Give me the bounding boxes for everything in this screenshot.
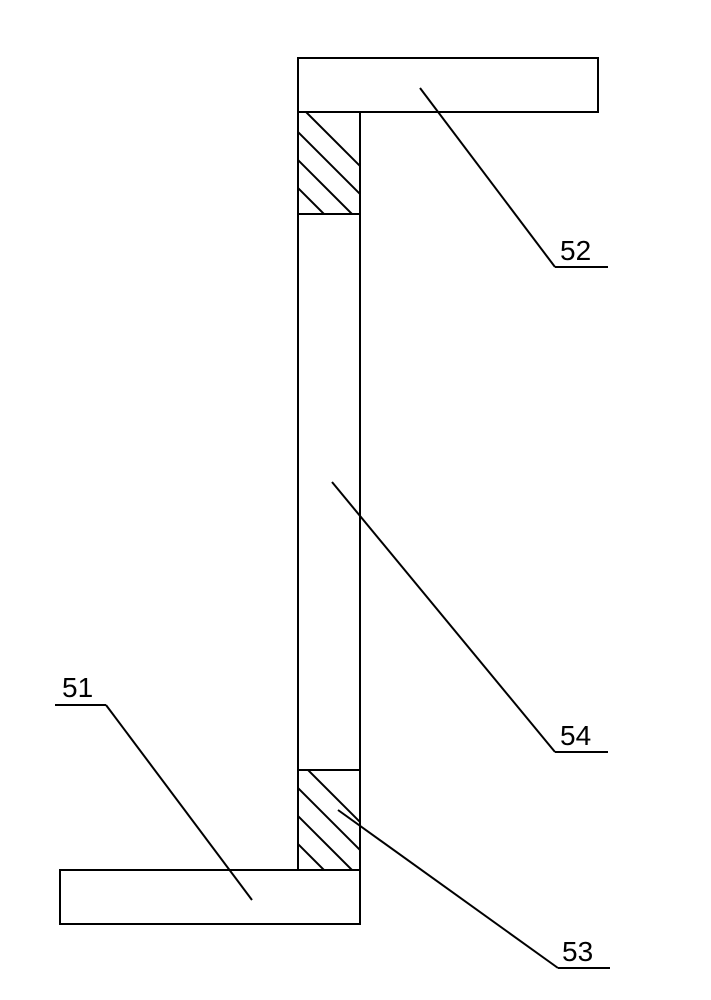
leader-lines [106, 88, 558, 968]
hatch-top [270, 76, 380, 298]
label-52: 52 [560, 235, 591, 267]
leader-53 [338, 810, 558, 968]
label-51-text: 51 [62, 672, 93, 703]
web [298, 112, 360, 870]
label-51: 51 [62, 672, 93, 704]
leader-52 [420, 88, 555, 267]
label-54-text: 54 [560, 720, 591, 751]
leader-54 [332, 482, 555, 752]
label-underlines [55, 267, 610, 968]
hatch-bottom [270, 732, 380, 954]
label-52-text: 52 [560, 235, 591, 266]
cross-section-diagram [0, 0, 711, 1000]
label-54: 54 [560, 720, 591, 752]
label-53: 53 [562, 936, 593, 968]
label-53-text: 53 [562, 936, 593, 967]
bottom-flange [60, 870, 360, 924]
top-flange [298, 58, 598, 112]
